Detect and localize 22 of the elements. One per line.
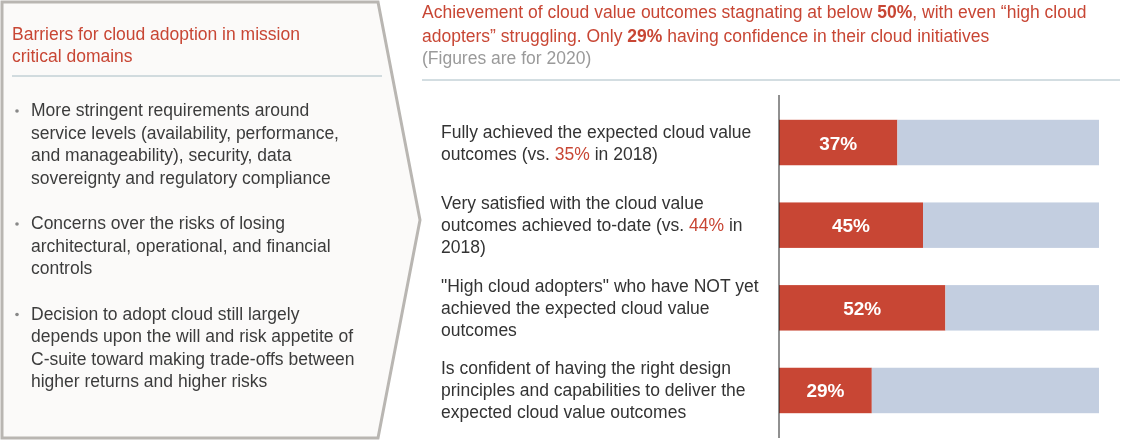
data-label: 52% <box>843 297 882 319</box>
text: More stringent requirements around service levels (availability, performance, and manageability), security, data sovereignty and regulatory compliance <box>31 100 339 188</box>
text: (Figures are for 2020) <box>422 48 592 68</box>
y-tick-label: "High cloud adopters" who have NOT yet achieved the expected cloud value outcomes <box>441 275 759 340</box>
bar <box>923 202 1099 248</box>
y-tick-label: Is confident of having the right design principles and capabilities to deliver the expected cloud value outcomes <box>441 358 746 423</box>
bar <box>779 367 872 414</box>
data-label: 37% <box>819 132 858 154</box>
bar <box>779 119 898 166</box>
text: Concerns over the risks of losing architectural, operational, and financial controls <box>31 213 331 278</box>
category-label: Very satisfied with the cloud value outcomes achieved to-date (vs. 44% in 2018) <box>441 193 743 258</box>
bar <box>871 367 1099 414</box>
bar <box>945 285 1099 331</box>
text: Barriers for cloud adoption in mission critical domains <box>12 24 300 66</box>
bar <box>779 202 923 248</box>
y-tick-label: Fully achieved the expected cloud value outcomes (vs. 35% in 2018) <box>441 121 752 164</box>
data-label: 45% <box>831 215 871 237</box>
bar <box>897 119 1099 166</box>
bar <box>779 285 946 331</box>
text: Decision to adopt cloud still largely depends upon the will and risk appetite of C-suite toward making trade-offs between higher returns and higher risks <box>31 303 355 391</box>
chart-title: Achievement of cloud value outcomes stagnating at below 50%, with even “high cloud adopters” struggling. Only 29% having confidence in their cloud initiatives <box>422 2 1087 46</box>
data-label: 29% <box>806 380 845 402</box>
